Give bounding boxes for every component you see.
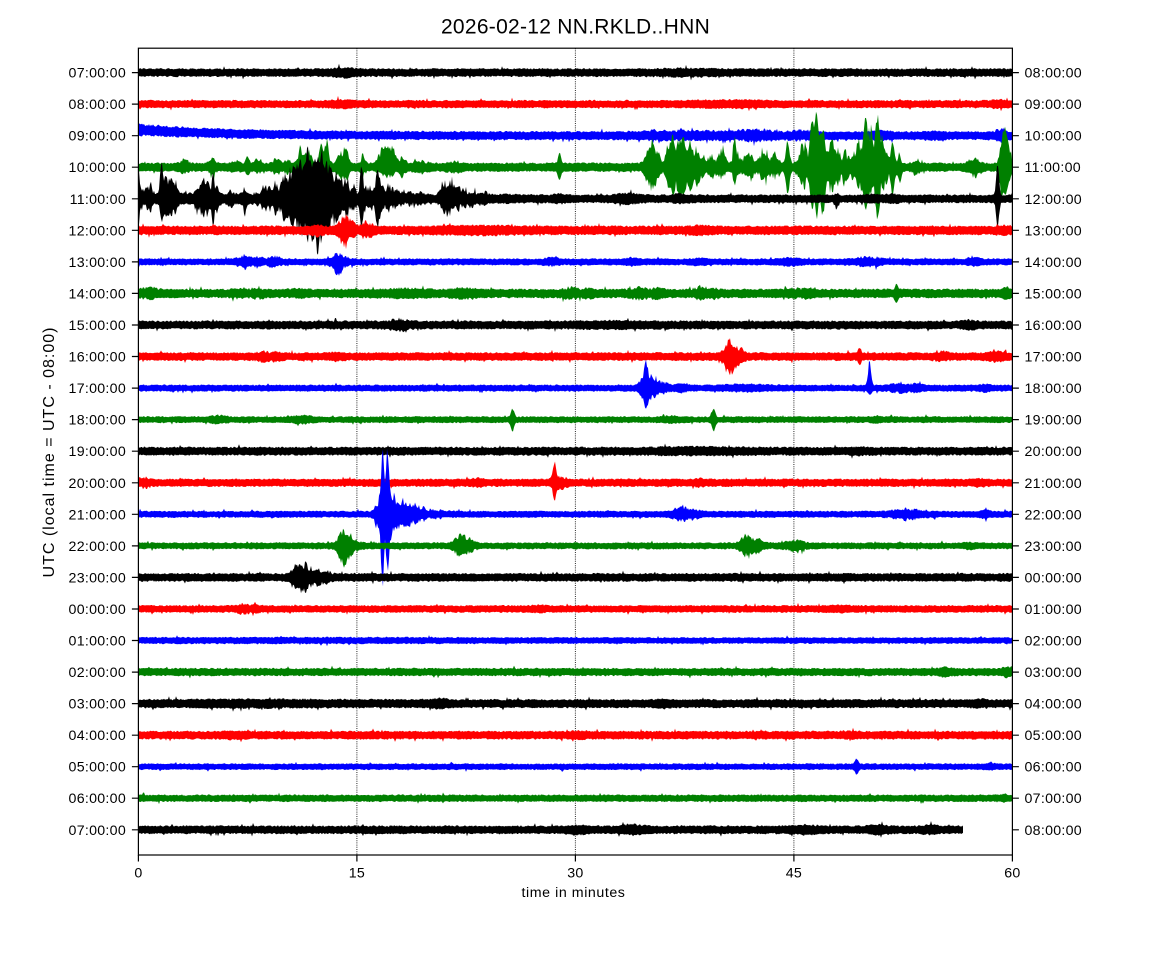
svg-text:03:00:00: 03:00:00 xyxy=(1025,665,1082,681)
svg-text:11:00:00: 11:00:00 xyxy=(70,192,126,208)
svg-text:22:00:00: 22:00:00 xyxy=(69,539,126,555)
svg-text:10:00:00: 10:00:00 xyxy=(1025,129,1082,145)
svg-text:06:00:00: 06:00:00 xyxy=(1025,760,1082,776)
svg-text:19:00:00: 19:00:00 xyxy=(69,444,126,460)
svg-text:04:00:00: 04:00:00 xyxy=(69,728,126,744)
svg-text:14:00:00: 14:00:00 xyxy=(1025,255,1082,271)
svg-text:UTC (local time = UTC - 08:00): UTC (local time = UTC - 08:00) xyxy=(41,327,58,578)
svg-text:08:00:00: 08:00:00 xyxy=(1025,823,1082,839)
svg-text:17:00:00: 17:00:00 xyxy=(69,381,126,397)
svg-text:15: 15 xyxy=(349,866,365,882)
svg-text:02:00:00: 02:00:00 xyxy=(1025,634,1082,650)
svg-text:05:00:00: 05:00:00 xyxy=(1025,728,1082,744)
svg-text:07:00:00: 07:00:00 xyxy=(1025,791,1082,807)
svg-text:06:00:00: 06:00:00 xyxy=(69,791,126,807)
svg-text:45: 45 xyxy=(786,866,802,882)
svg-text:2026-02-12 NN.RKLD..HNN: 2026-02-12 NN.RKLD..HNN xyxy=(441,16,710,39)
svg-text:23:00:00: 23:00:00 xyxy=(1025,539,1082,555)
svg-text:22:00:00: 22:00:00 xyxy=(1025,507,1082,523)
svg-text:01:00:00: 01:00:00 xyxy=(69,634,126,650)
svg-text:00:00:00: 00:00:00 xyxy=(1025,570,1082,586)
svg-text:20:00:00: 20:00:00 xyxy=(69,476,126,492)
svg-text:13:00:00: 13:00:00 xyxy=(69,255,126,271)
svg-text:16:00:00: 16:00:00 xyxy=(1025,318,1082,334)
svg-text:18:00:00: 18:00:00 xyxy=(1025,381,1082,397)
svg-text:21:00:00: 21:00:00 xyxy=(1025,476,1082,492)
svg-text:07:00:00: 07:00:00 xyxy=(69,823,126,839)
svg-text:16:00:00: 16:00:00 xyxy=(69,350,126,366)
svg-text:01:00:00: 01:00:00 xyxy=(1025,602,1082,618)
svg-text:20:00:00: 20:00:00 xyxy=(1025,444,1082,460)
svg-text:03:00:00: 03:00:00 xyxy=(69,697,126,713)
svg-text:21:00:00: 21:00:00 xyxy=(69,507,126,523)
svg-text:07:00:00: 07:00:00 xyxy=(69,66,126,82)
svg-text:19:00:00: 19:00:00 xyxy=(1025,413,1082,429)
svg-text:10:00:00: 10:00:00 xyxy=(69,160,126,176)
svg-text:05:00:00: 05:00:00 xyxy=(69,760,126,776)
svg-text:09:00:00: 09:00:00 xyxy=(69,129,126,145)
svg-text:17:00:00: 17:00:00 xyxy=(1025,350,1082,366)
svg-text:04:00:00: 04:00:00 xyxy=(1025,697,1082,713)
svg-text:11:00:00: 11:00:00 xyxy=(1025,160,1081,176)
svg-text:18:00:00: 18:00:00 xyxy=(69,413,126,429)
svg-text:02:00:00: 02:00:00 xyxy=(69,665,126,681)
svg-text:00:00:00: 00:00:00 xyxy=(69,602,126,618)
svg-text:12:00:00: 12:00:00 xyxy=(69,223,126,239)
svg-text:30: 30 xyxy=(567,866,583,882)
svg-text:0: 0 xyxy=(134,866,142,882)
svg-text:15:00:00: 15:00:00 xyxy=(69,318,126,334)
svg-text:08:00:00: 08:00:00 xyxy=(1025,66,1082,82)
svg-text:15:00:00: 15:00:00 xyxy=(1025,286,1082,302)
svg-text:09:00:00: 09:00:00 xyxy=(1025,97,1082,113)
svg-text:12:00:00: 12:00:00 xyxy=(1025,192,1082,208)
svg-text:23:00:00: 23:00:00 xyxy=(69,570,126,586)
svg-text:08:00:00: 08:00:00 xyxy=(69,97,126,113)
svg-text:time in minutes: time in minutes xyxy=(522,885,626,901)
svg-text:13:00:00: 13:00:00 xyxy=(1025,223,1082,239)
svg-text:60: 60 xyxy=(1004,866,1020,882)
svg-text:14:00:00: 14:00:00 xyxy=(69,286,126,302)
